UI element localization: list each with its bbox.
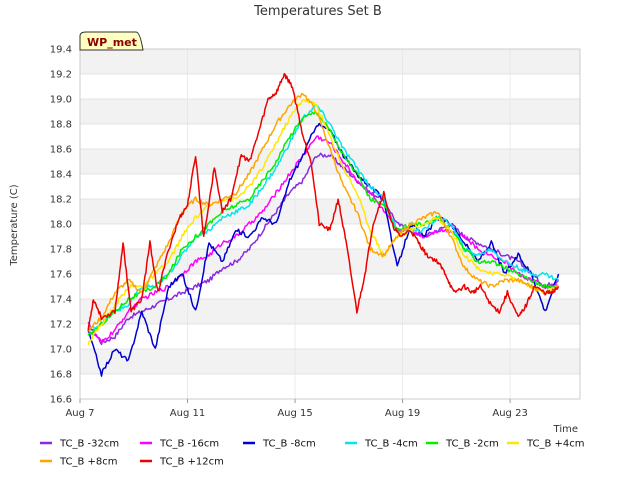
series-line-tc-b-4cm	[87, 98, 559, 346]
grid-band	[80, 199, 580, 224]
series-line-tc-b-4cm	[88, 104, 560, 331]
legend-label: TC_B +4cm	[526, 439, 585, 450]
y-tick-label: 18.0	[50, 220, 72, 231]
legend-item: TC_B -32cm	[40, 439, 119, 450]
series-line-tc-b-8cm	[87, 122, 560, 377]
y-axis-label: Temperature (C)	[9, 184, 20, 266]
grid-band	[80, 49, 580, 74]
y-tick-label: 17.4	[50, 295, 72, 306]
y-tick-label: 17.2	[50, 320, 72, 331]
grid-band	[80, 299, 580, 324]
chart-title: Temperatures Set B	[253, 4, 382, 19]
site-badge-label: WP_met	[87, 36, 137, 49]
x-axis-label: Time	[553, 424, 578, 435]
site-badge: WP_met	[79, 31, 144, 51]
x-tick-label: Aug 19	[385, 408, 420, 419]
y-tick-label: 19.4	[50, 45, 72, 56]
legend: TC_B -32cm TC_B -16cm TC_B -8cm TC_B -4cm TC…	[40, 439, 585, 468]
y-tick-label: 19.0	[50, 95, 72, 106]
x-tick-label: Aug 23	[492, 408, 527, 419]
x-tick-label: Aug 15	[277, 408, 312, 419]
legend-item: TC_B -2cm	[426, 439, 499, 450]
y-tick-label: 16.6	[50, 395, 72, 406]
y-tick-label: 16.8	[50, 370, 72, 381]
x-tick-labels: Aug 7 Aug 11 Aug 15 Aug 19 Aug 23	[65, 399, 528, 419]
legend-label: TC_B +8cm	[59, 457, 118, 468]
y-tick-label: 19.2	[50, 70, 72, 81]
legend-item: TC_B +4cm	[507, 439, 585, 450]
legend-label: TC_B -16cm	[159, 439, 219, 450]
plot-frame	[79, 48, 581, 400]
grid-band	[80, 349, 580, 374]
site-badge-shape	[79, 31, 144, 51]
legend-item: TC_B -4cm	[345, 439, 418, 450]
series-line-tc-b-8cm	[87, 92, 560, 332]
legend-label: TC_B -32cm	[59, 439, 119, 450]
legend-item: TC_B -16cm	[140, 439, 219, 450]
legend-label: TC_B -8cm	[262, 439, 316, 450]
y-tick-label: 17.8	[50, 245, 72, 256]
y-tick-label: 18.4	[50, 170, 72, 181]
legend-label: TC_B -2cm	[445, 439, 499, 450]
legend-item: TC_B +8cm	[40, 457, 118, 468]
y-tick-label: 18.8	[50, 120, 72, 131]
legend-item: TC_B -8cm	[243, 439, 316, 450]
y-tick-label: 17.6	[50, 270, 72, 281]
series-line-tc-b-12cm	[87, 72, 560, 331]
legend-item: TC_B +12cm	[140, 457, 224, 468]
y-tick-label: 18.2	[50, 195, 72, 206]
x-tick-label: Aug 11	[170, 408, 205, 419]
series-line-tc-b-16cm	[87, 135, 560, 344]
y-tick-label: 17.0	[50, 345, 72, 356]
grid-band	[80, 149, 580, 174]
legend-label: TC_B +12cm	[159, 457, 224, 468]
series-group	[87, 72, 560, 377]
grid-band	[80, 99, 580, 124]
y-tick-label: 18.6	[50, 145, 72, 156]
legend-label: TC_B -4cm	[364, 439, 418, 450]
y-tick-labels: 16.6 16.8 17.0 17.2 17.4 17.6 17.8 18.0 18.2 18.4…	[50, 45, 72, 406]
x-tick-label: Aug 7	[65, 408, 94, 419]
